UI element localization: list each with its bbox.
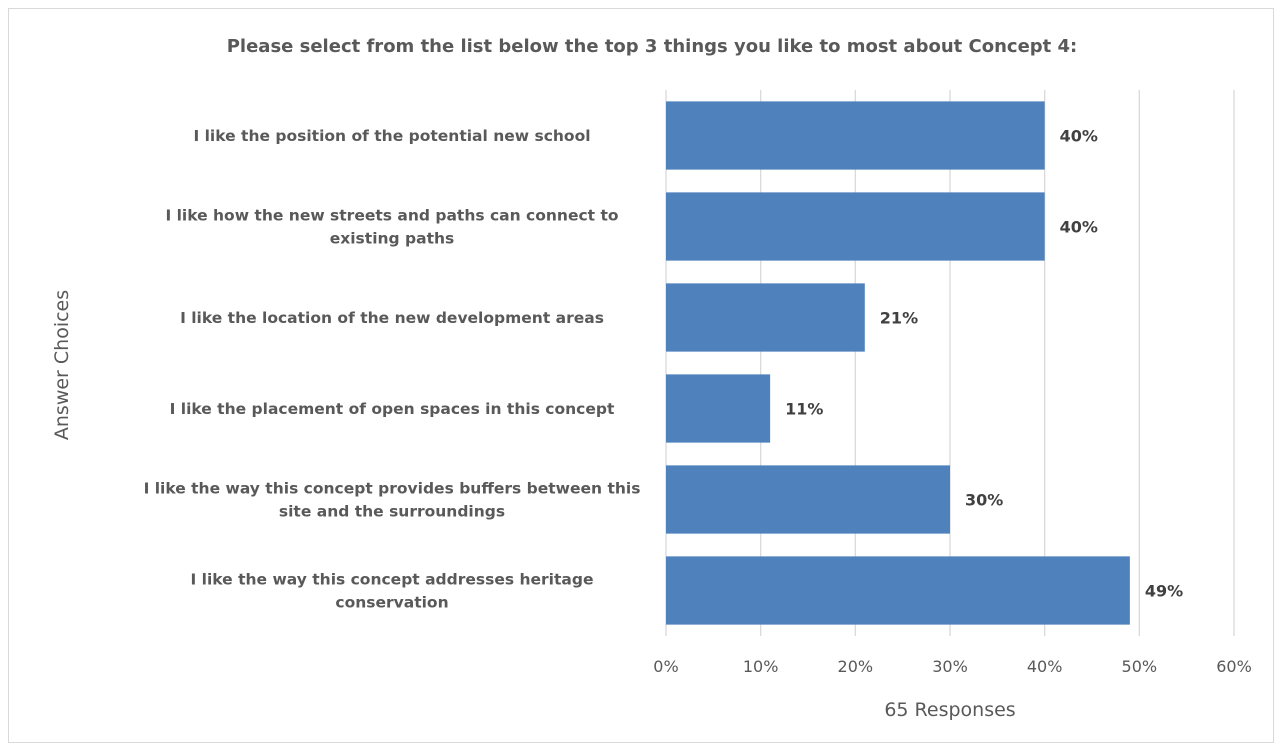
x-tick-label: 10% [743, 657, 779, 676]
x-tick-label: 0% [653, 657, 678, 676]
bar [666, 374, 771, 443]
bar [666, 101, 1045, 170]
category-labels: I like the position of the potential new… [144, 127, 641, 612]
x-tick-label: 60% [1216, 657, 1252, 676]
x-tick-label: 30% [932, 657, 968, 676]
data-label: 40% [1060, 127, 1098, 146]
category-label: I like the location of the new developme… [180, 309, 604, 327]
bar [666, 465, 950, 534]
bar [666, 556, 1130, 625]
data-label: 40% [1060, 218, 1098, 237]
category-label: I like the placement of open spaces in t… [170, 400, 615, 418]
chart-title: Please select from the list below the to… [227, 36, 1078, 57]
category-label: I like the way this concept addresses he… [191, 571, 594, 589]
category-label: existing paths [330, 230, 455, 248]
data-label: 11% [785, 400, 823, 419]
category-label: site and the surroundings [279, 503, 505, 521]
x-tick-labels: 0% 10% 20% 30% 40% 50% 60% [653, 657, 1251, 676]
data-label: 49% [1145, 582, 1183, 601]
gridlines [665, 90, 1235, 636]
y-axis-title: Answer Choices [51, 290, 73, 440]
x-tick-label: 50% [1122, 657, 1158, 676]
bar [666, 283, 865, 352]
x-tick-label: 40% [1027, 657, 1063, 676]
category-label: I like the position of the potential new… [193, 127, 590, 145]
category-label: I like the way this concept provides buf… [144, 480, 641, 498]
x-axis-title: 65 Responses [884, 699, 1015, 721]
data-label: 30% [965, 491, 1003, 510]
bar [666, 192, 1045, 261]
bars: 40% 40% 21% 11% 30% 49% [666, 101, 1183, 625]
x-tick-label: 20% [838, 657, 874, 676]
category-label: conservation [335, 594, 448, 612]
category-label: I like how the new streets and paths can… [165, 207, 618, 225]
data-label: 21% [880, 309, 918, 328]
chart-frame [8, 8, 1274, 743]
